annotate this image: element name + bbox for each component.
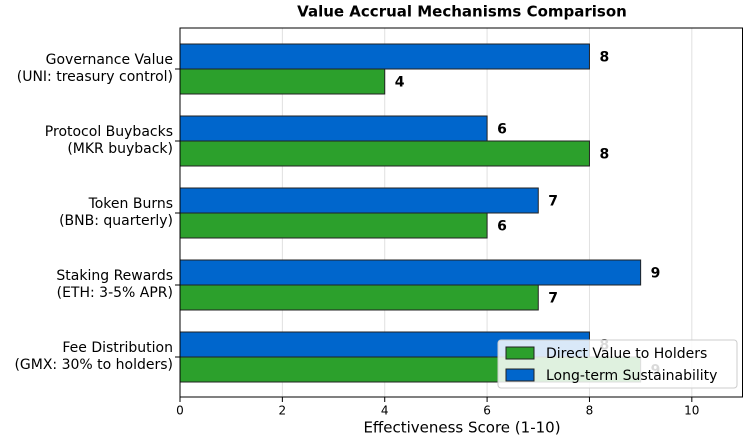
x-tick-label: 0 xyxy=(176,404,184,418)
bar xyxy=(179,140,590,167)
value-label: 8 xyxy=(599,50,609,66)
x-axis-label: Effectiveness Score (1-10) xyxy=(363,419,560,436)
bar xyxy=(179,68,386,95)
y-tick-label: Governance Value (UNI: treasury control) xyxy=(16,52,173,85)
bar xyxy=(179,284,539,311)
x-tick-label: 10 xyxy=(684,404,699,418)
legend: Direct Value to Holders Long-term Sustain… xyxy=(497,339,738,389)
y-tick-label: Staking Rewards (ETH: 3-5% APR) xyxy=(56,268,173,301)
y-tick-label: Protocol Buybacks (MKR buyback) xyxy=(44,124,173,157)
value-label: 4 xyxy=(395,75,405,91)
value-label: 7 xyxy=(548,194,558,210)
legend-swatch xyxy=(505,368,535,382)
value-label: 9 xyxy=(651,266,661,282)
bar xyxy=(179,187,539,214)
bar xyxy=(179,115,488,142)
chart-title: Value Accrual Mechanisms Comparison xyxy=(297,3,627,21)
y-tick-label: Token Burns (BNB: quarterly) xyxy=(59,196,173,229)
x-tick-label: 8 xyxy=(586,404,594,418)
legend-label: Long-term Sustainability xyxy=(546,368,717,384)
legend-label: Direct Value to Holders xyxy=(546,346,707,362)
value-label: 6 xyxy=(497,122,507,138)
y-tick-label: Fee Distribution (GMX: 30% to holders) xyxy=(14,340,173,373)
bar xyxy=(179,43,590,70)
x-tick-label: 2 xyxy=(279,404,287,418)
value-label: 7 xyxy=(548,291,558,307)
legend-swatch xyxy=(505,346,535,360)
x-tick-label: 4 xyxy=(381,404,389,418)
x-tick-label: 6 xyxy=(483,404,491,418)
legend-box xyxy=(497,339,738,389)
bar xyxy=(179,259,642,286)
bar xyxy=(179,212,488,239)
value-label: 6 xyxy=(497,219,507,235)
value-label: 8 xyxy=(599,147,609,163)
